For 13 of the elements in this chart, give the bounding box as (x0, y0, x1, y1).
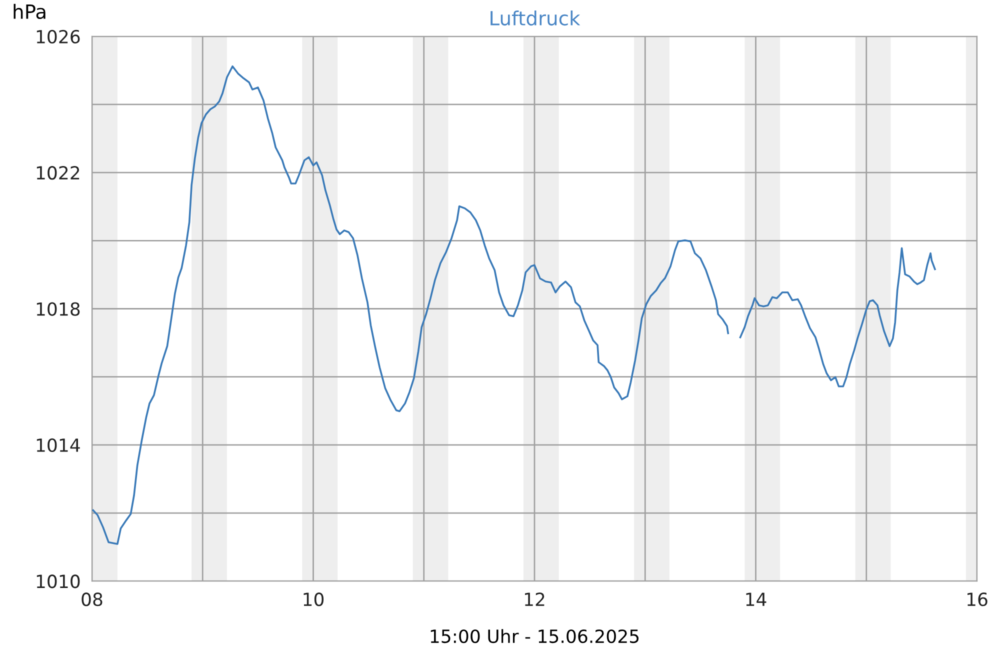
y-tick-label: 1014 (36, 438, 80, 452)
chart-title: Luftdruck (490, 10, 580, 26)
x-tick-label: 10 (304, 592, 324, 606)
y-tick-label: 1010 (36, 574, 80, 588)
x-tick-label: 16 (967, 592, 988, 606)
y-tick-label: 1022 (36, 166, 80, 180)
y-tick-label: 1026 (36, 30, 80, 44)
x-tick-label: 08 (82, 592, 102, 606)
y-axis-title: hPa (14, 4, 46, 19)
x-tick-label: 14 (746, 592, 766, 606)
x-axis-title: 15:00 Uhr - 15.06.2025 (430, 629, 639, 644)
y-tick-label: 1018 (36, 302, 80, 316)
x-tick-label: 12 (524, 592, 544, 606)
